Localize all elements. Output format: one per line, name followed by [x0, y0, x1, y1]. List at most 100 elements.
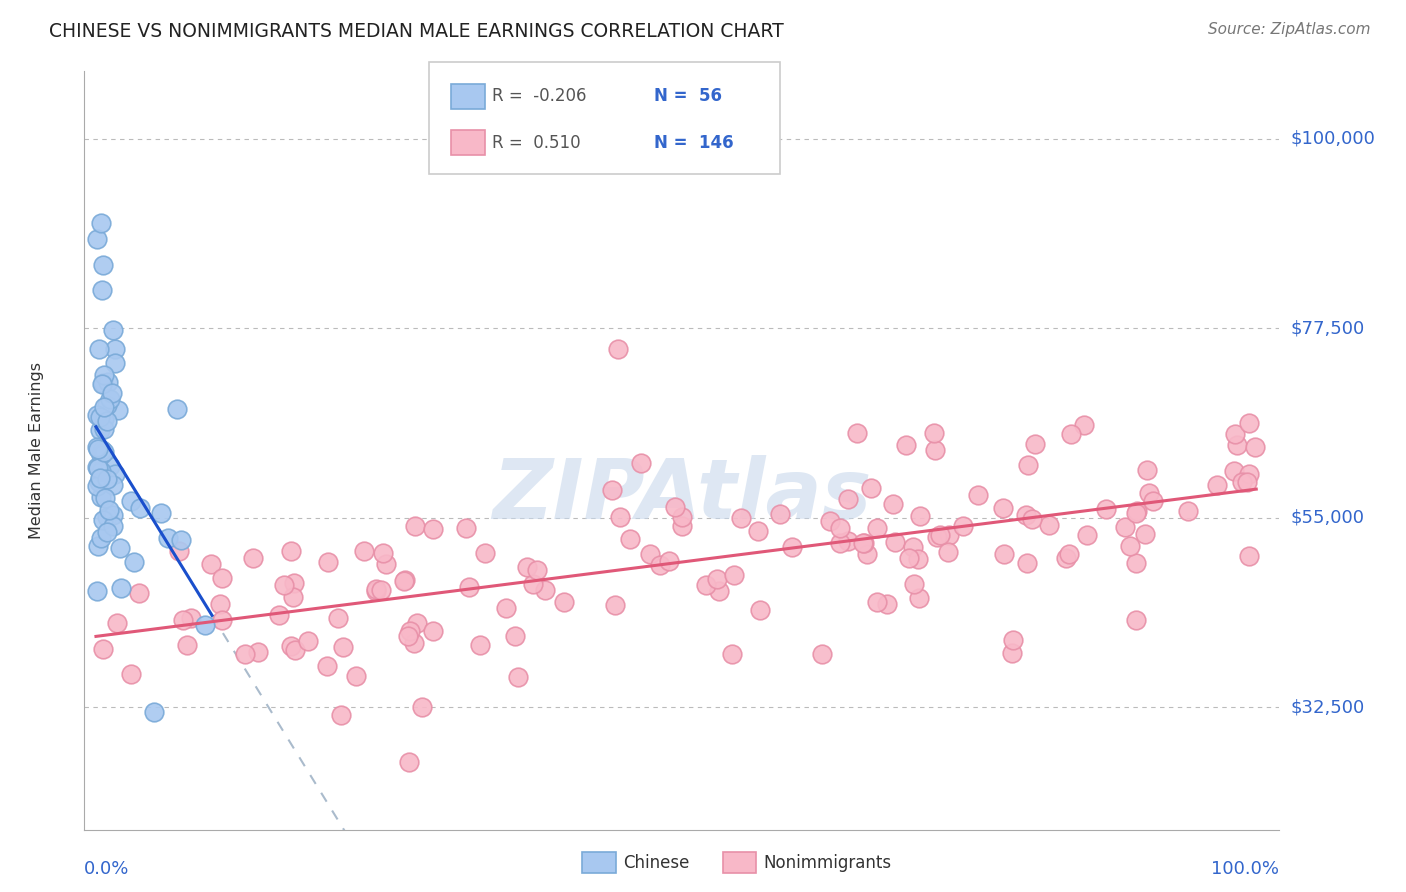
Point [938, 527, 960, 541]
Point [170, 533, 193, 547]
Point [924, 426, 946, 441]
Point [200, 557, 222, 571]
Point [98, 458, 121, 473]
Point [398, 755, 420, 769]
Point [297, 633, 319, 648]
Point [86, 408, 108, 422]
Point [122, 555, 145, 569]
Point [396, 629, 419, 643]
Point [242, 550, 264, 565]
Point [101, 323, 124, 337]
Point [503, 629, 526, 643]
Text: N =  56: N = 56 [654, 87, 721, 105]
Point [104, 467, 127, 482]
Point [780, 540, 803, 554]
Point [86, 479, 108, 493]
Point [607, 343, 630, 357]
Point [1237, 549, 1260, 563]
Point [101, 508, 124, 522]
Point [284, 642, 307, 657]
Point [87, 343, 110, 357]
Point [157, 531, 180, 545]
Point [671, 519, 693, 533]
Text: Source: ZipAtlas.com: Source: ZipAtlas.com [1208, 22, 1371, 37]
Point [104, 342, 127, 356]
Point [1244, 441, 1267, 455]
Point [1206, 477, 1229, 491]
Point [664, 500, 686, 515]
Point [830, 521, 852, 535]
Point [1017, 458, 1039, 473]
Text: ZIPAtlas: ZIPAtlas [492, 456, 872, 536]
Point [929, 528, 952, 542]
Point [87, 461, 110, 475]
Point [495, 601, 517, 615]
Point [208, 597, 231, 611]
Point [671, 510, 693, 524]
Point [107, 403, 129, 417]
Point [907, 551, 929, 566]
Point [924, 443, 946, 458]
Point [93, 368, 115, 383]
Point [91, 258, 114, 272]
Point [87, 475, 110, 489]
Point [866, 595, 889, 609]
Text: 0.0%: 0.0% [84, 860, 129, 878]
Point [456, 521, 478, 535]
Point [769, 508, 792, 522]
Point [1002, 633, 1025, 648]
Point [828, 536, 851, 550]
Point [96, 510, 118, 524]
Point [1125, 613, 1147, 627]
Point [1139, 486, 1161, 500]
Point [695, 578, 717, 592]
Point [86, 232, 108, 246]
Point [882, 497, 904, 511]
Point [316, 555, 339, 569]
Point [370, 583, 392, 598]
Point [925, 530, 948, 544]
Point [405, 616, 427, 631]
Point [404, 635, 426, 649]
Text: CHINESE VS NONIMMIGRANTS MEDIAN MALE EARNINGS CORRELATION CHART: CHINESE VS NONIMMIGRANTS MEDIAN MALE EAR… [49, 22, 785, 41]
Point [856, 547, 879, 561]
Point [176, 638, 198, 652]
Point [90, 531, 112, 545]
Point [818, 514, 841, 528]
Point [105, 616, 128, 631]
Point [86, 460, 108, 475]
Point [404, 519, 426, 533]
Text: N =  146: N = 146 [654, 134, 734, 152]
Text: Chinese: Chinese [623, 854, 689, 871]
Point [458, 581, 481, 595]
Point [366, 583, 388, 598]
Point [1015, 508, 1038, 522]
Point [93, 445, 115, 459]
Point [730, 510, 752, 524]
Point [1076, 528, 1098, 542]
Point [1119, 540, 1142, 554]
Point [709, 583, 731, 598]
Point [86, 441, 108, 455]
Point [1237, 416, 1260, 430]
Point [90, 216, 112, 230]
Point [90, 448, 112, 462]
Point [468, 639, 491, 653]
Point [837, 492, 859, 507]
Text: R =  -0.206: R = -0.206 [492, 87, 586, 105]
Point [90, 490, 112, 504]
Point [281, 591, 304, 605]
Point [721, 647, 744, 661]
Point [375, 557, 398, 571]
Point [89, 471, 111, 485]
Point [129, 500, 152, 515]
Point [811, 647, 834, 661]
Point [90, 284, 112, 298]
Point [993, 548, 1015, 562]
Point [166, 402, 188, 417]
Point [648, 558, 671, 573]
Point [93, 401, 115, 415]
Point [280, 544, 302, 558]
Point [422, 522, 444, 536]
Point [837, 533, 859, 548]
